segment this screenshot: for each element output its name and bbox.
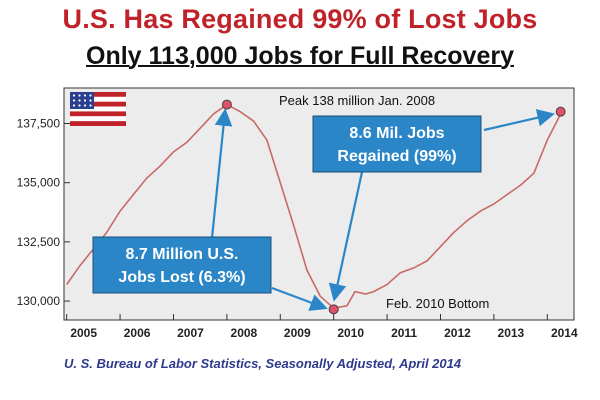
x-tick-label: 2006 — [124, 326, 151, 340]
arrow-to-bottom — [271, 286, 328, 311]
x-tick-label: 2008 — [231, 326, 258, 340]
y-tick-label: 137,500 — [17, 117, 61, 131]
us-flag-map-icon — [70, 92, 126, 126]
y-tick-label: 130,000 — [17, 294, 61, 308]
x-tick-label: 2011 — [391, 326, 417, 340]
chart-subtitle: Only 113,000 Jobs for Full Recovery — [86, 42, 514, 70]
chart-title: U.S. Has Regained 99% of Lost Jobs — [62, 4, 538, 34]
y-tick-label: 135,000 — [17, 176, 61, 190]
regained-jobs-callout-line2: Regained (99%) — [337, 148, 456, 165]
arrow-to-latest — [483, 109, 555, 132]
regained-jobs-callout — [312, 115, 482, 173]
arrow-down-to-bottom — [328, 171, 364, 302]
x-tick-label: 2009 — [284, 326, 311, 340]
latest-marker — [555, 106, 566, 117]
regained-jobs-callout-line1: 8.6 Mil. Jobs — [349, 125, 444, 142]
lost-jobs-callout-line2: Jobs Lost (6.3%) — [118, 269, 245, 286]
peak-marker — [221, 99, 232, 110]
x-tick-label: 2005 — [70, 326, 97, 340]
bottom-marker — [328, 304, 339, 315]
x-tick-label: 2014 — [551, 326, 578, 340]
lost-jobs-callout — [92, 236, 272, 294]
y-tick-label: 132,500 — [17, 235, 61, 249]
x-tick-label: 2010 — [337, 326, 364, 340]
x-tick-label: 2007 — [177, 326, 204, 340]
x-tick-label: 2013 — [498, 326, 525, 340]
x-tick-label: 2012 — [444, 326, 471, 340]
peak-label: Peak 138 million Jan. 2008 — [279, 93, 435, 108]
source-note: U. S. Bureau of Labor Statistics, Season… — [64, 356, 462, 371]
bottom-label: Feb. 2010 Bottom — [386, 296, 489, 311]
lost-jobs-callout-line1: 8.7 Million U.S. — [126, 246, 239, 263]
arrow-to-peak — [210, 108, 233, 239]
